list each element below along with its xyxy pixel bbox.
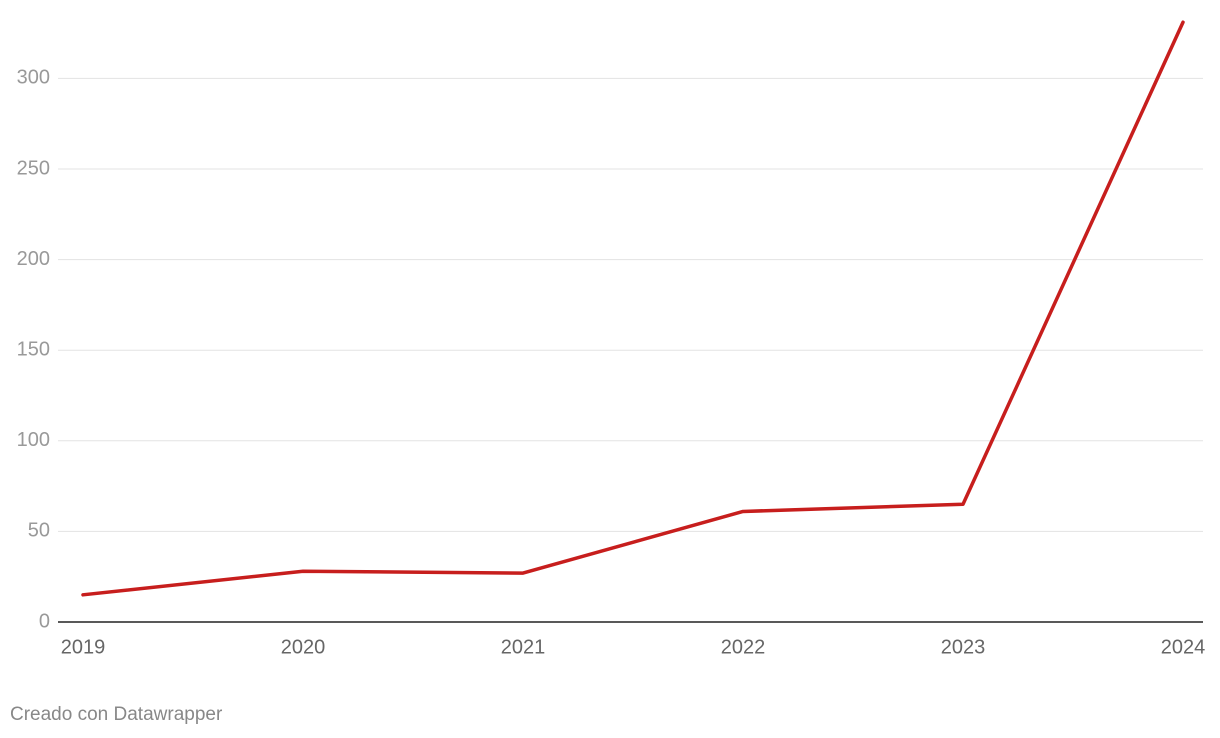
x-tick-label: 2022 [721, 636, 766, 658]
x-tick-label: 2020 [281, 636, 326, 658]
x-tick-label: 2019 [61, 636, 106, 658]
y-tick-label: 300 [17, 67, 50, 89]
x-tick-label: 2023 [941, 636, 986, 658]
y-tick-label: 100 [17, 429, 50, 451]
x-tick-label: 2024 [1161, 636, 1206, 658]
y-tick-label: 0 [39, 610, 50, 632]
y-tick-label: 50 [28, 520, 50, 542]
credit: Creado con Datawrapper [10, 704, 223, 725]
x-tick-label: 2021 [501, 636, 546, 658]
line [81, 20, 1185, 597]
y-tick-label: 150 [17, 338, 50, 360]
y-tick-label: 250 [17, 157, 50, 179]
y-tick-label: 200 [17, 248, 50, 270]
